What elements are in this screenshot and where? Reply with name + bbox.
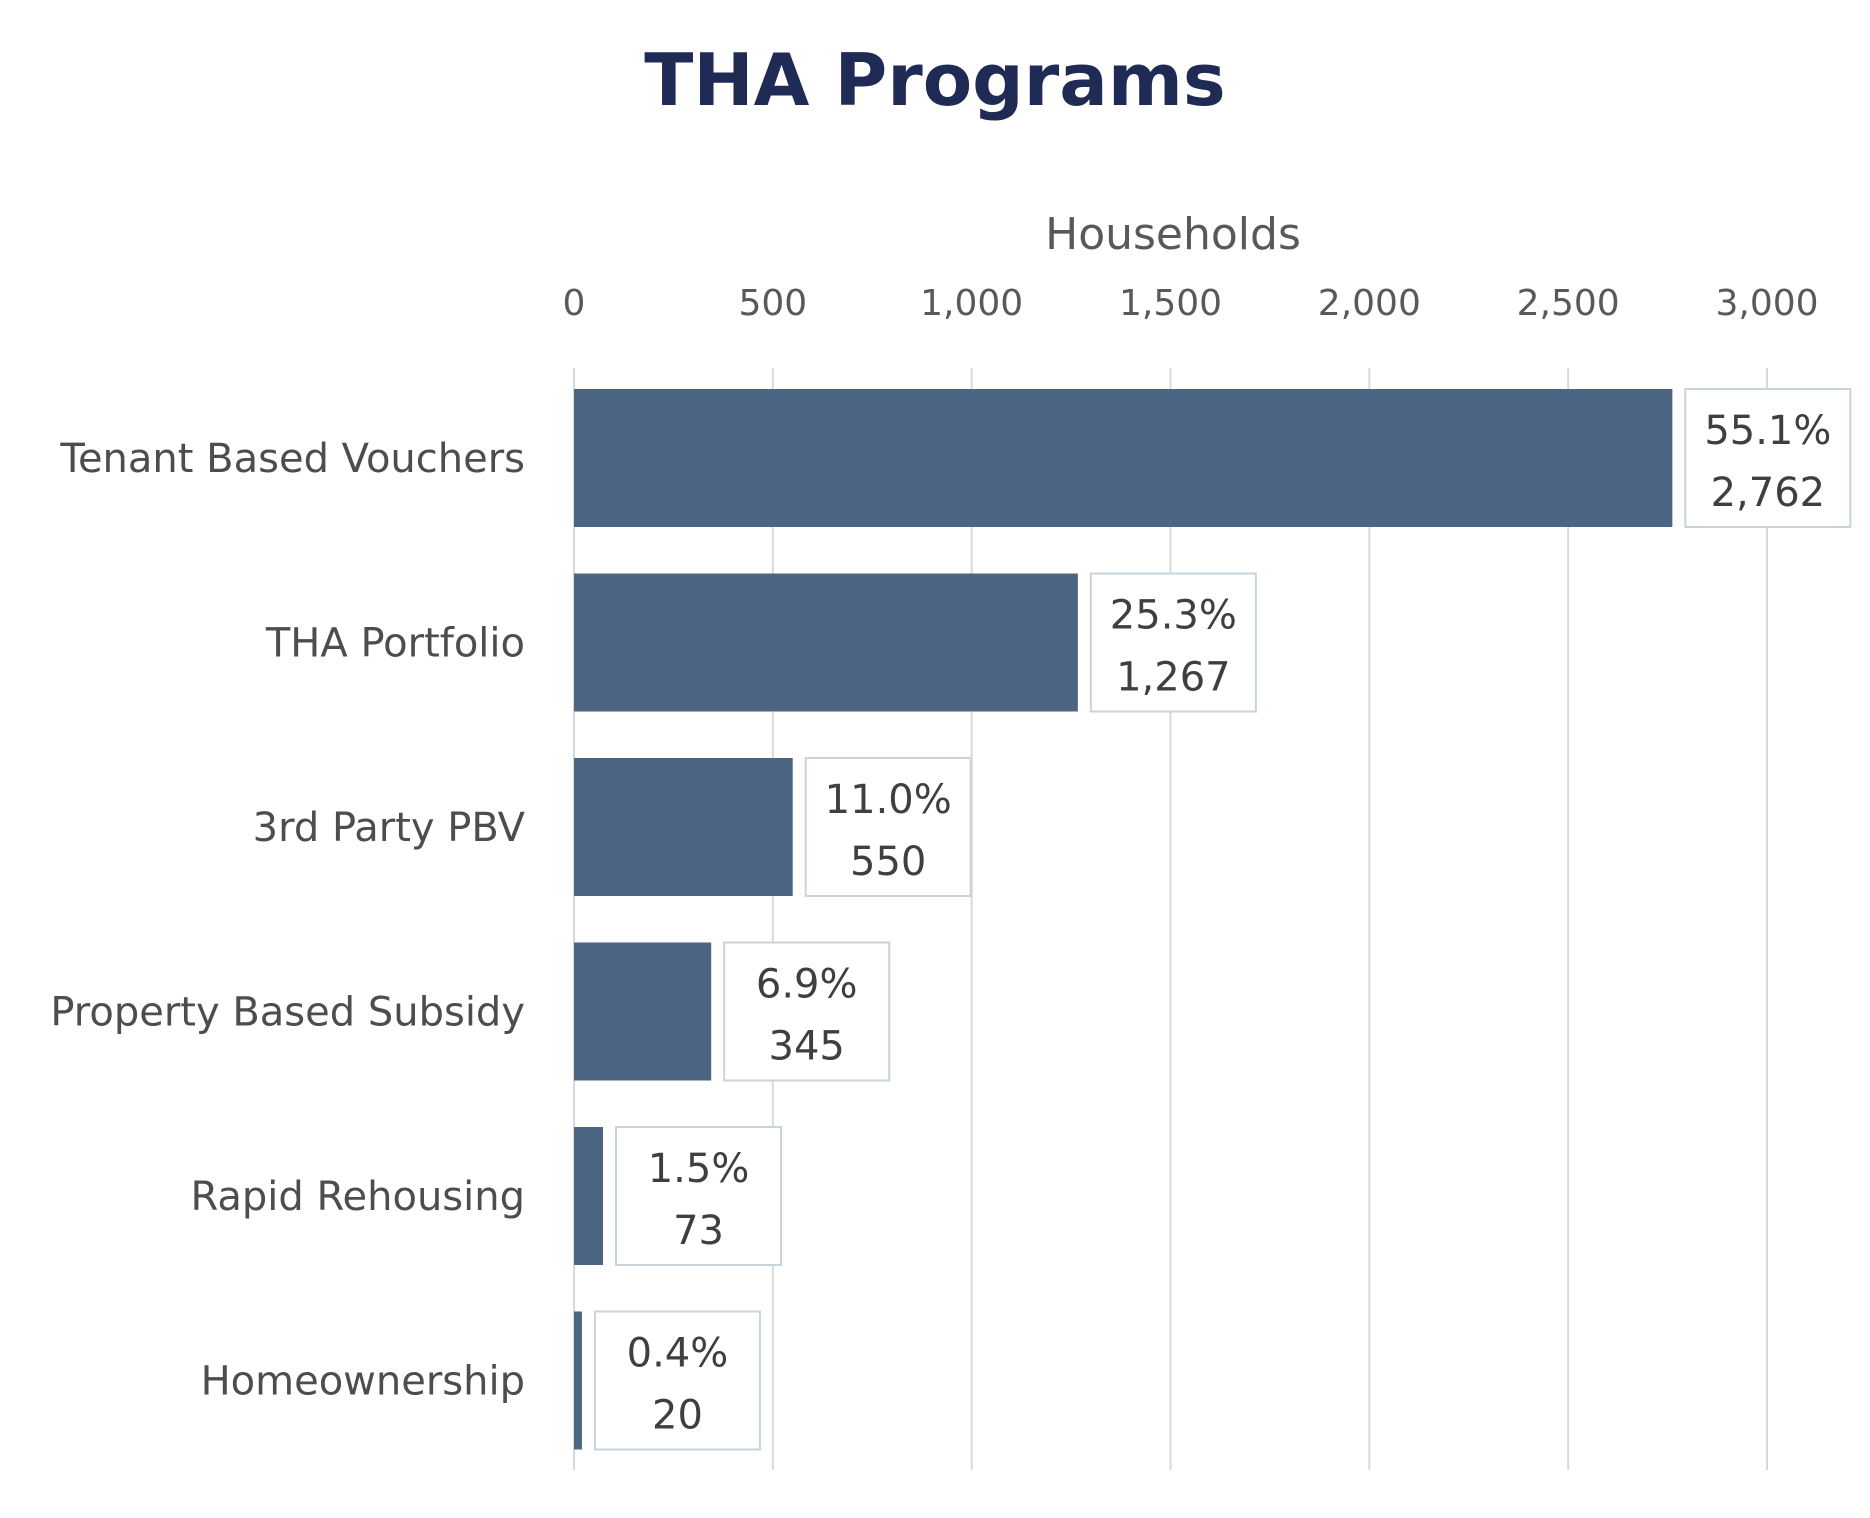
data-label-percent: 1.5% (648, 1146, 750, 1192)
data-label-count: 1,267 (1116, 655, 1231, 701)
category-labels: Tenant Based Vouchers THA Portfolio 3rd Pa… (50, 436, 525, 1405)
bar (574, 942, 712, 1081)
data-labels: 55.1% 2,762 25.3% 1,267 11.0% 550 6.9% 345 1.5% 7… (593, 388, 1852, 1451)
data-label-count: 550 (850, 839, 926, 885)
x-tick-label: 1,000 (920, 283, 1023, 324)
data-label-box (1684, 388, 1852, 528)
bar (574, 389, 1673, 527)
x-tick-label: 3,000 (1715, 283, 1818, 324)
data-label-box (593, 1310, 761, 1451)
data-label-count: 2,762 (1711, 470, 1826, 516)
data-label-count: 345 (769, 1024, 845, 1070)
data-label-box (1089, 572, 1257, 713)
bar (574, 573, 1078, 712)
bars (574, 389, 1673, 1450)
bar (574, 758, 793, 896)
bar (574, 1311, 582, 1450)
data-label-box (615, 1126, 783, 1266)
data-label-percent: 11.0% (825, 777, 952, 823)
x-tick-label: 1,500 (1119, 283, 1222, 324)
data-label-count: 20 (652, 1393, 703, 1439)
data-label-percent: 25.3% (1110, 593, 1237, 639)
data-label-percent: 0.4% (627, 1331, 729, 1377)
x-tick-label: 500 (738, 283, 807, 324)
data-label-count: 73 (673, 1208, 724, 1254)
bar (574, 1127, 604, 1265)
data-label-box (723, 941, 891, 1082)
category-label: 3rd Party PBV (253, 805, 526, 851)
category-label: Rapid Rehousing (190, 1174, 525, 1220)
data-label-percent: 55.1% (1704, 408, 1831, 454)
category-label: Homeownership (201, 1359, 525, 1405)
x-axis-title: Households (1045, 209, 1301, 260)
data-label-box (804, 757, 972, 897)
x-axis-ticks: 0 500 1,000 1,500 2,000 2,500 3,000 (563, 283, 1819, 324)
grid-lines (573, 368, 1768, 1470)
x-tick-label: 0 (563, 283, 586, 324)
category-label: Property Based Subsidy (50, 990, 525, 1036)
category-label: THA Portfolio (265, 621, 525, 667)
x-tick-label: 2,500 (1517, 283, 1620, 324)
x-tick-label: 2,000 (1318, 283, 1421, 324)
category-label: Tenant Based Vouchers (59, 436, 525, 482)
chart-title: THA Programs (644, 38, 1226, 122)
data-label-percent: 6.9% (756, 962, 858, 1008)
